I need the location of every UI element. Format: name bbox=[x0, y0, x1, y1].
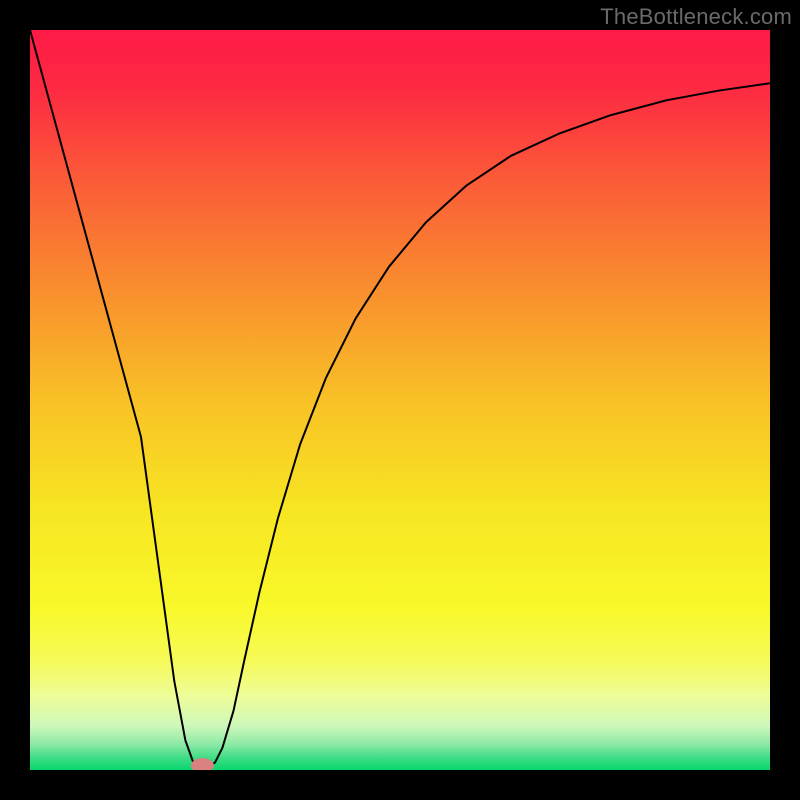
min-marker bbox=[191, 759, 213, 770]
plot-area bbox=[30, 30, 770, 770]
curve-line bbox=[30, 30, 770, 770]
watermark-text: TheBottleneck.com bbox=[600, 4, 792, 30]
chart-frame: TheBottleneck.com bbox=[0, 0, 800, 800]
